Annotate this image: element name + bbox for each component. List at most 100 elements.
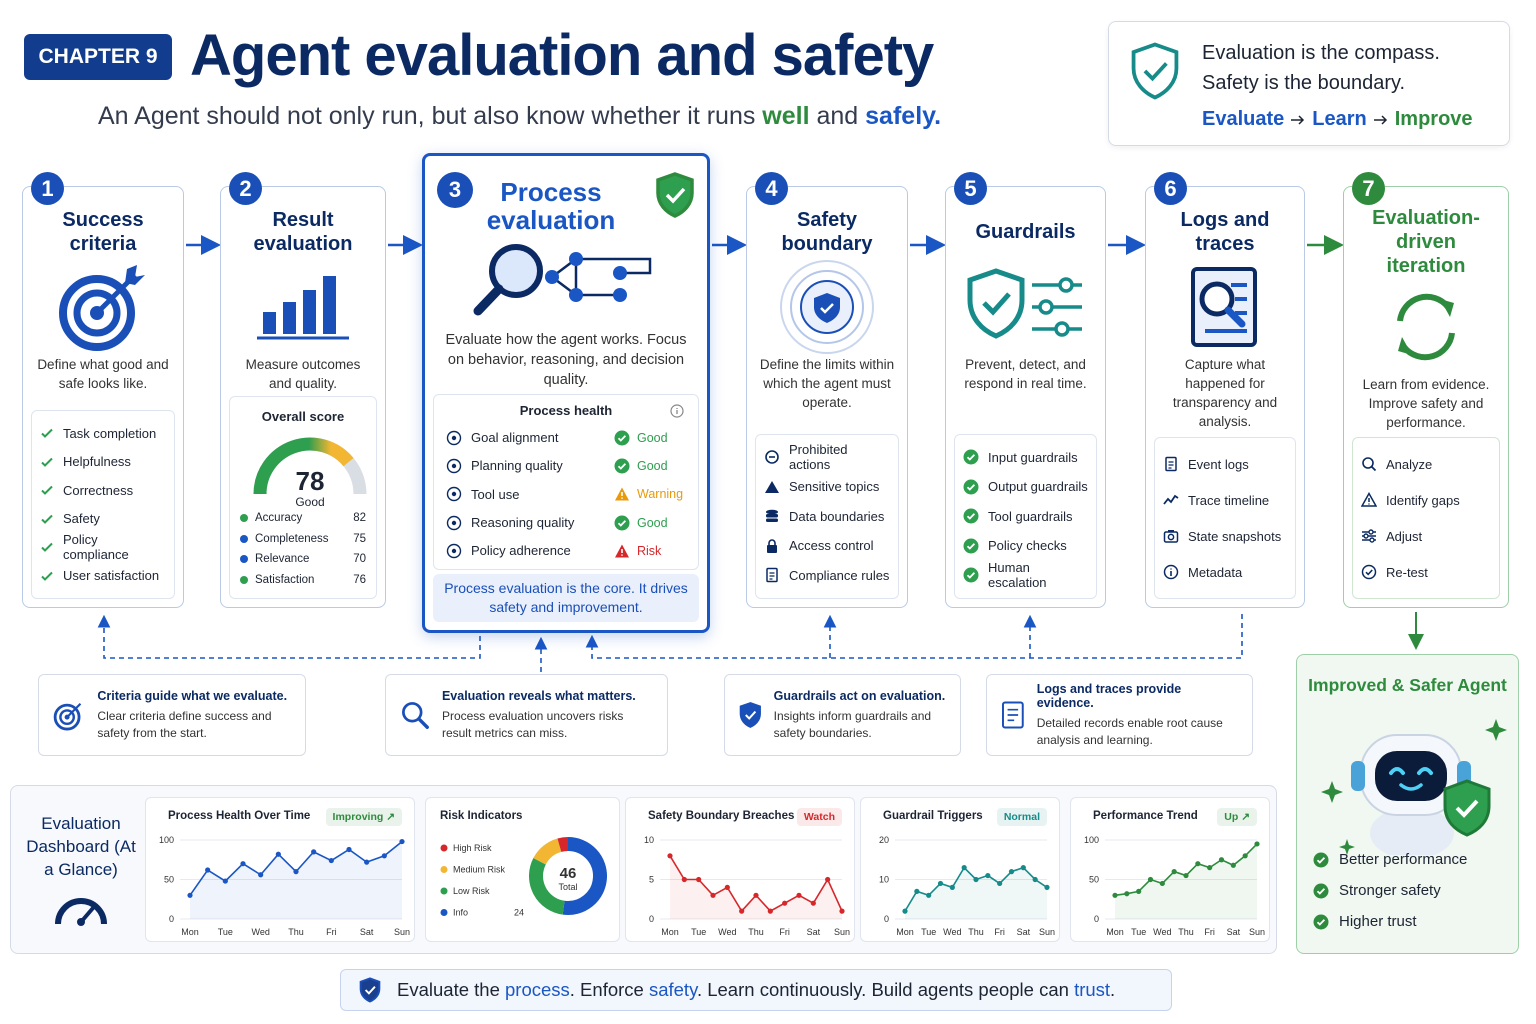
- step-card: 7 Evaluation-driven iteration Learn from e…: [1343, 172, 1509, 608]
- point: [961, 865, 967, 871]
- flow-arrow: [1373, 114, 1387, 125]
- callout-icon: [1131, 42, 1179, 100]
- step-title: Evaluation-driven iteration: [1372, 207, 1480, 277]
- point: [985, 872, 991, 879]
- gauge-rating: Good: [295, 495, 324, 508]
- list-text: Policy checks: [988, 538, 1067, 554]
- list-item: Policy compliance: [40, 532, 166, 562]
- step-shield: [655, 172, 695, 223]
- step-icon: [257, 276, 349, 340]
- health-icon: [446, 487, 462, 502]
- legend-label: Medium Risk: [453, 865, 506, 875]
- footer-part: Evaluate the: [397, 979, 505, 1000]
- point: [796, 892, 802, 898]
- step-card: 1 Success criteria Define what good and sa…: [22, 172, 184, 608]
- donut-center-value: 46: [560, 865, 577, 882]
- legend-label: Low Risk: [453, 886, 490, 896]
- info-icon: [670, 403, 684, 418]
- y-tick-label: 0: [884, 914, 889, 924]
- x-tick-label: Fri: [1204, 927, 1215, 937]
- step-icon: [59, 265, 145, 351]
- step-title: Result evaluation: [253, 209, 353, 255]
- status-icon: [614, 458, 630, 474]
- step-icon: [545, 252, 627, 302]
- list-icon: [1361, 564, 1377, 580]
- insight-card: Criteria guide what we evaluate. Clear cr…: [38, 674, 306, 756]
- metric-dot: [240, 514, 248, 523]
- list-icon: [1167, 533, 1175, 541]
- list-icon: [966, 513, 976, 521]
- step-title: Logs and traces: [1180, 209, 1270, 255]
- step-number: 5: [954, 172, 987, 205]
- step-number: 6: [1154, 172, 1187, 205]
- point: [1207, 865, 1213, 871]
- list-icon: [766, 514, 778, 518]
- step-icon: [1205, 283, 1247, 333]
- list-icon: [1163, 564, 1179, 580]
- score-label: Overall score: [261, 409, 345, 424]
- agent-title: Improved & Safer Agent: [1308, 675, 1507, 695]
- point: [311, 849, 317, 855]
- agent-check: [1316, 856, 1326, 864]
- health-status: Warning: [614, 486, 686, 502]
- metric-row: Completeness 75: [240, 529, 366, 550]
- list-text: Input guardrails: [988, 449, 1078, 465]
- insight-card: Logs and traces provide evidence. Detaile…: [986, 674, 1253, 756]
- agent-check: [1316, 918, 1326, 926]
- list-text: Output guardrails: [988, 479, 1088, 495]
- health-icon: [451, 463, 457, 469]
- step-icon: [569, 252, 583, 266]
- footer-icon: [359, 977, 381, 1003]
- insight-icon: [402, 702, 429, 729]
- insight-icon: [739, 702, 761, 728]
- footer-part: . Enforce: [569, 979, 649, 1000]
- insight-icon: [402, 702, 423, 723]
- list-icon: [41, 514, 53, 524]
- list-item: Human escalation: [963, 560, 1088, 590]
- step-icon: [1224, 306, 1246, 328]
- y-tick-label: 20: [879, 835, 889, 845]
- health-name: Tool use: [471, 486, 520, 502]
- list-icon: [768, 539, 776, 545]
- list-icon: [1165, 456, 1177, 472]
- chart-card: 0 5 10 Mon Tue Wed Thu Fri Sat Sun Safety Boundary…: [625, 797, 855, 942]
- point: [187, 892, 193, 898]
- status-icon: [614, 430, 630, 446]
- list-icon: [765, 480, 779, 493]
- list-text: Re-test: [1386, 564, 1428, 580]
- x-tick-label: Mon: [181, 927, 199, 937]
- list-icon: [41, 457, 53, 467]
- step-icon: [1037, 299, 1054, 315]
- health-icon: [446, 543, 462, 559]
- step-icon-box: [57, 259, 149, 355]
- y-tick-label: 100: [159, 835, 174, 845]
- list-icon: [1368, 529, 1374, 535]
- list-icon: [1365, 569, 1373, 576]
- subtitle-part: An Agent should not only run, but also k…: [98, 102, 763, 130]
- list-icon: [1163, 494, 1179, 505]
- list-text: Safety: [63, 511, 100, 527]
- y-tick-label: 0: [169, 914, 174, 924]
- status-icon: [617, 434, 627, 442]
- point: [1112, 892, 1118, 898]
- point: [275, 851, 281, 857]
- list-icon: [41, 457, 53, 467]
- robot: [1455, 799, 1479, 818]
- point: [724, 884, 730, 890]
- metric-name: Completeness: [255, 532, 329, 545]
- status-icon: [615, 487, 629, 501]
- step-shield: [656, 172, 694, 218]
- robot: [1389, 767, 1433, 775]
- x-tick-label: Sat: [1227, 927, 1241, 937]
- x-tick-label: Tue: [921, 927, 936, 937]
- legend-dot: [440, 887, 448, 895]
- list-text: Prohibited actions: [789, 442, 848, 473]
- point: [1183, 872, 1189, 879]
- step-shield: [665, 187, 686, 204]
- callout-icon: [1131, 42, 1179, 100]
- list-icon: [765, 480, 779, 493]
- footer-bar: Evaluate the process. Enforce safety. Le…: [340, 969, 1172, 1011]
- point: [997, 880, 1003, 887]
- list-item: User satisfaction: [40, 562, 166, 591]
